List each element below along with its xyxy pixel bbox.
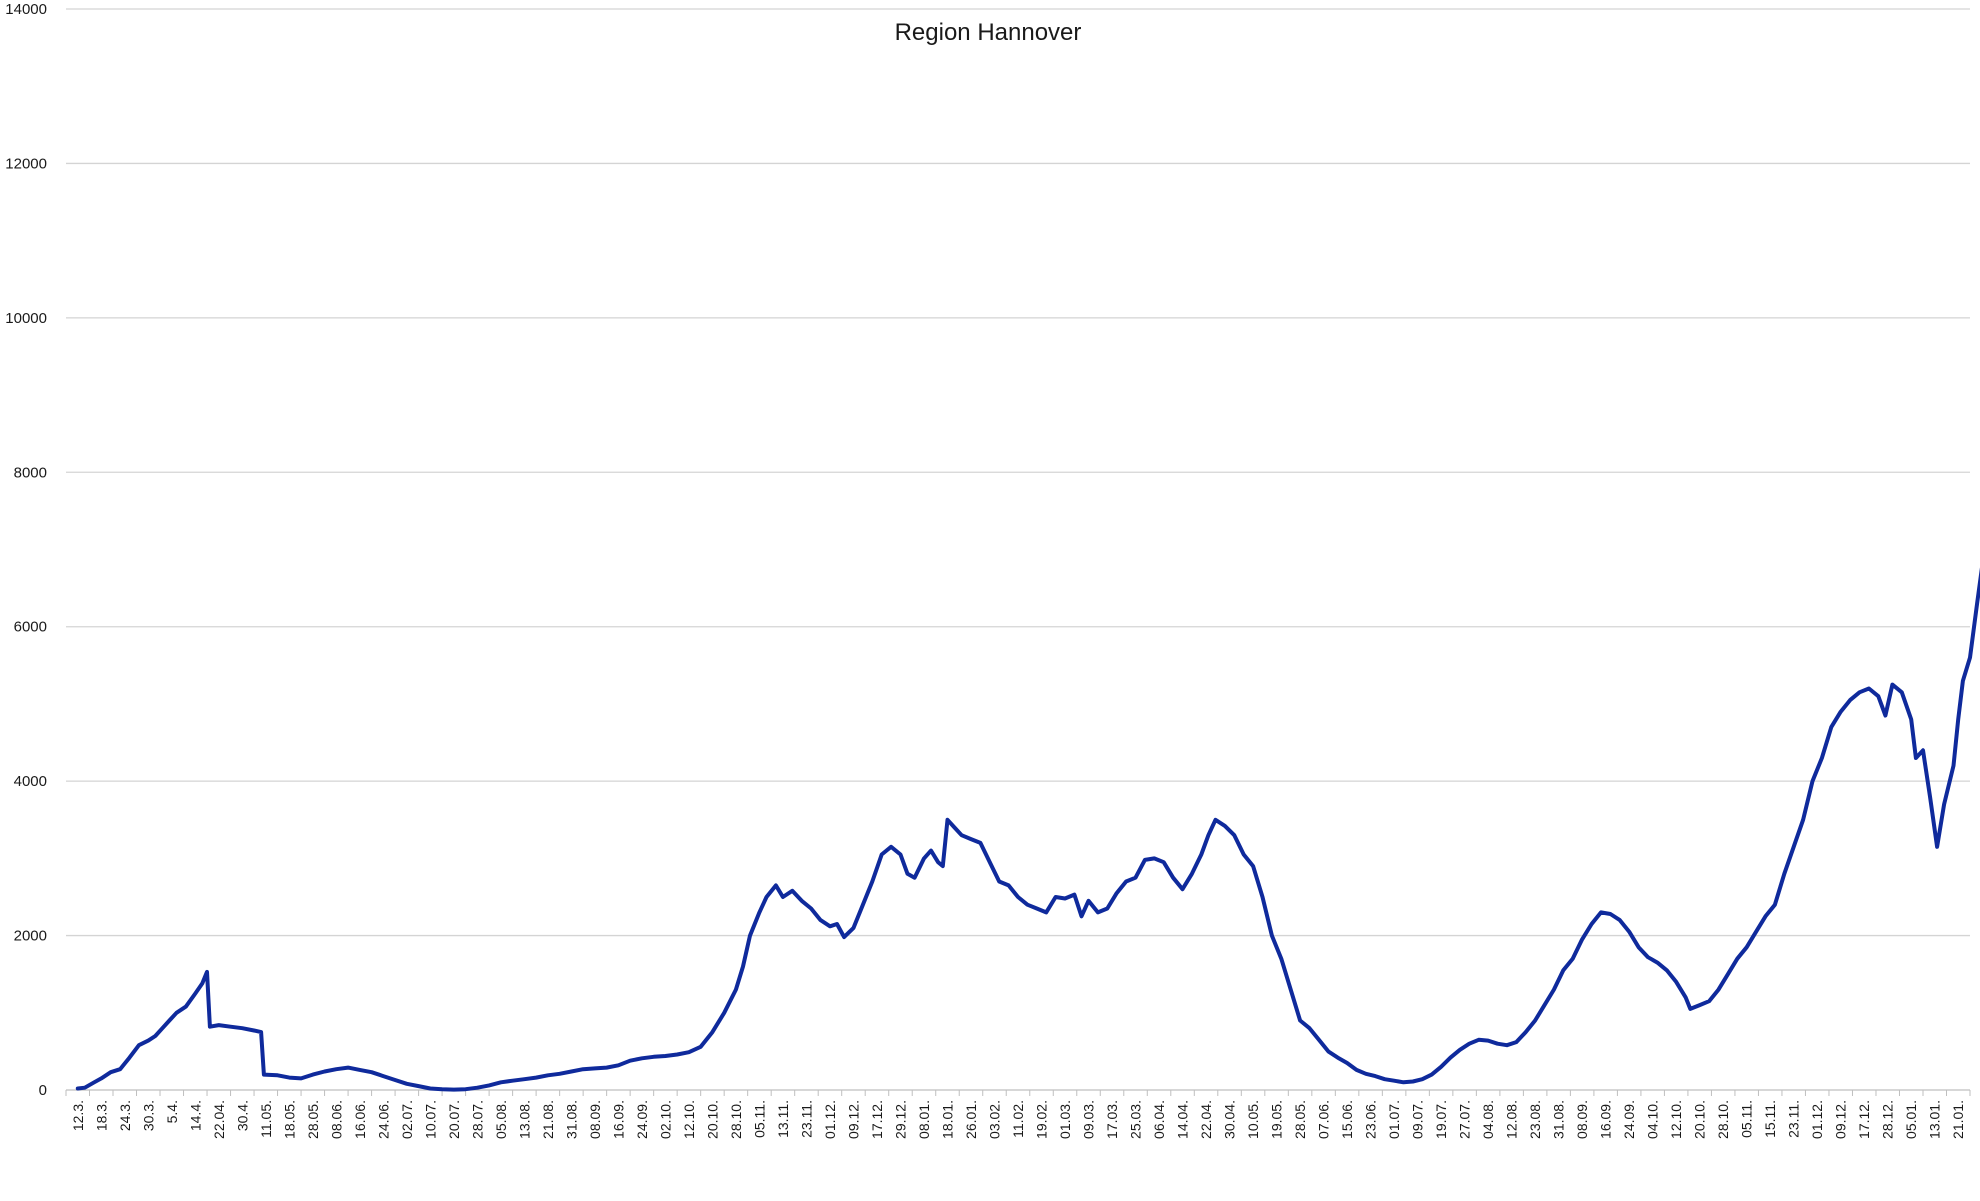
x-tick-label: 19.05.: [1269, 1100, 1285, 1139]
x-tick-label: 30.3.: [140, 1100, 156, 1131]
x-tick-label: 23.06.: [1363, 1100, 1379, 1139]
y-tick-label: 10000: [5, 310, 47, 327]
x-tick-label: 19.02.: [1034, 1100, 1050, 1139]
x-tick-label: 05.11.: [1739, 1100, 1755, 1138]
y-tick-label: 12000: [5, 155, 47, 172]
x-tick-label: 27.07.: [1457, 1100, 1473, 1139]
x-tick-label: 17.12.: [1856, 1100, 1872, 1139]
x-tick-label: 11.02.: [1010, 1100, 1026, 1138]
x-tick-label: 13.11.: [775, 1100, 791, 1138]
x-tick-label: 09.07.: [1410, 1100, 1426, 1139]
x-tick-label: 21.08.: [540, 1100, 556, 1139]
x-tick-label: 28.10.: [728, 1100, 744, 1139]
x-tick-label: 12.08.: [1504, 1100, 1520, 1139]
x-tick-label: 28.07.: [469, 1100, 485, 1139]
x-tick-label: 15.11.: [1762, 1100, 1778, 1138]
x-tick-label: 04.10.: [1645, 1100, 1661, 1139]
x-tick-label: 23.11.: [798, 1100, 814, 1138]
x-tick-label: 01.12.: [822, 1100, 838, 1139]
y-tick-label: 0: [39, 1082, 47, 1099]
x-tick-label: 13.08.: [516, 1100, 532, 1139]
x-tick-label: 05.11.: [751, 1100, 767, 1138]
x-tick-label: 23.11.: [1786, 1100, 1802, 1138]
chart-title: Region Hannover: [895, 19, 1082, 46]
x-tick-label: 08.01.: [916, 1100, 932, 1139]
x-tick-label: 18.01.: [939, 1100, 955, 1139]
x-tick-label: 09.12.: [1833, 1100, 1849, 1139]
x-tick-label: 20.10.: [704, 1100, 720, 1139]
x-tick-label: 08.09.: [587, 1100, 603, 1139]
series: [75, 567, 1980, 1092]
x-tick-label: 04.08.: [1480, 1100, 1496, 1139]
x-tick-label: 24.09.: [634, 1100, 650, 1139]
x-tick-label: 01.12.: [1809, 1100, 1825, 1139]
x-tick-label: 18.3.: [93, 1100, 109, 1131]
x-tick-label: 01.03.: [1057, 1100, 1073, 1139]
series-line: [75, 567, 1980, 1092]
x-tick-label: 22.04.: [1198, 1100, 1214, 1139]
x-tick-labels: 12.3. 18.3. 24.3. 30.3. 5.4. 14.4. 22.04. 30.4.…: [70, 1100, 1966, 1139]
x-tick-label: 20.10.: [1692, 1100, 1708, 1139]
x-tick-label: 28.12.: [1880, 1100, 1896, 1139]
x-tick-label: 03.02.: [986, 1100, 1002, 1139]
x-tick-label: 17.12.: [869, 1100, 885, 1139]
x-tick-label: 23.08.: [1527, 1100, 1543, 1139]
x-tick-label: 24.3.: [117, 1100, 133, 1131]
x-tick-label: 24.09.: [1621, 1100, 1637, 1139]
x-tick-label: 13.01.: [1927, 1100, 1943, 1139]
y-tick-labels: 0 2000 4000 6000 8000 10000 12000 14000: [5, 1, 47, 1099]
x-tick-label: 30.4.: [234, 1100, 250, 1131]
x-tick-label: 25.03.: [1128, 1100, 1144, 1139]
x-tick-label: 12.10.: [681, 1100, 697, 1139]
x-tick-label: 19.07.: [1433, 1100, 1449, 1139]
x-tick-label: 07.06.: [1316, 1100, 1332, 1139]
x-tick-label: 12.3.: [70, 1100, 86, 1131]
x-tick-label: 02.10.: [657, 1100, 673, 1139]
x-tick-label: 05.08.: [493, 1100, 509, 1139]
x-tick-label: 30.04.: [1222, 1100, 1238, 1139]
x-tick-label: 10.07.: [422, 1100, 438, 1139]
x-tick-label: 16.09.: [1598, 1100, 1614, 1139]
x-tick-label: 12.10.: [1668, 1100, 1684, 1139]
x-tick-label: 28.05.: [305, 1100, 321, 1139]
x-tick-label: 06.04.: [1151, 1100, 1167, 1139]
x-tick-label: 22.04.: [211, 1100, 227, 1139]
x-tick-label: 01.07.: [1386, 1100, 1402, 1139]
x-tick-label: 5.4.: [164, 1100, 180, 1123]
x-tick-label: 20.07.: [446, 1100, 462, 1139]
x-tick-label: 14.4.: [187, 1100, 203, 1131]
x-tick-label: 28.05.: [1292, 1100, 1308, 1139]
x-tick-label: 11.05.: [258, 1100, 274, 1138]
x-tick-label: 17.03.: [1104, 1100, 1120, 1139]
x-tick-label: 02.07.: [399, 1100, 415, 1139]
y-tick-label: 6000: [14, 619, 47, 636]
x-tick-label: 14.04.: [1175, 1100, 1191, 1139]
x-tick-label: 31.08.: [563, 1100, 579, 1139]
x-tick-label: 29.12.: [892, 1100, 908, 1139]
x-tick-label: 21.01.: [1950, 1100, 1966, 1139]
x-tick-label: 24.06.: [375, 1100, 391, 1139]
y-tick-label: 8000: [14, 464, 47, 481]
x-tick-label: 15.06.: [1339, 1100, 1355, 1139]
y-tick-label: 2000: [14, 928, 47, 945]
gridlines: [66, 8, 1970, 937]
x-tick-label: 08.09.: [1574, 1100, 1590, 1139]
x-tick-label: 28.10.: [1715, 1100, 1731, 1139]
x-tick-label: 16.06.: [352, 1100, 368, 1139]
x-tick-label: 16.09.: [610, 1100, 626, 1139]
axes: [65, 1089, 1971, 1096]
x-tick-label: 10.05.: [1245, 1100, 1261, 1139]
y-tick-label: 4000: [14, 773, 47, 790]
x-tick-label: 09.12.: [845, 1100, 861, 1139]
x-tick-label: 05.01.: [1903, 1100, 1919, 1139]
x-tick-label: 09.03.: [1081, 1100, 1097, 1139]
y-tick-label: 14000: [5, 1, 47, 18]
x-tick-label: 18.05.: [281, 1100, 297, 1139]
x-tick-label: 08.06.: [328, 1100, 344, 1139]
x-tick-label: 26.01.: [963, 1100, 979, 1139]
x-tick-label: 31.08.: [1551, 1100, 1567, 1139]
